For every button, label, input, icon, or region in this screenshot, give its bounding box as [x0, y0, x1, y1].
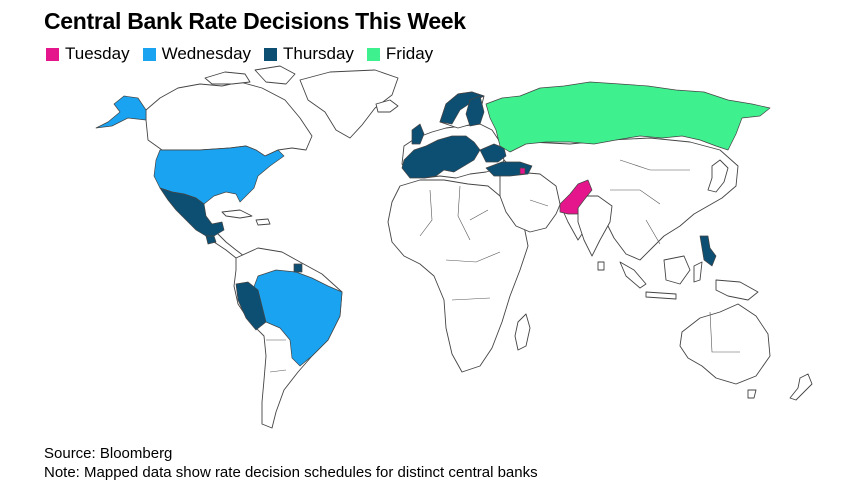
legend-label-friday: Friday: [385, 44, 434, 63]
region-mexico: [159, 187, 225, 237]
world-map: [95, 65, 813, 429]
legend-swatch-wednesday: [142, 47, 156, 61]
tasmania: [747, 389, 757, 399]
region-us-alaska: [95, 95, 147, 129]
region-peru: [235, 281, 267, 331]
madagascar: [514, 313, 531, 351]
legend-item-tuesday: Tuesday: [46, 44, 130, 64]
new-zealand: [789, 373, 813, 401]
greenland: [299, 69, 399, 139]
legend: Tuesday Wednesday Thursday Friday: [46, 44, 446, 64]
borneo: [663, 255, 691, 285]
india: [577, 195, 613, 257]
region-philippines: [699, 235, 717, 267]
region-uk: [411, 123, 425, 145]
hispaniola: [255, 218, 271, 226]
indonesia-sumatra: [619, 261, 647, 289]
sri-lanka: [597, 261, 605, 271]
australia: [679, 303, 771, 385]
indonesia-java: [645, 291, 677, 300]
borders: [266, 159, 740, 373]
canada-islands: [204, 71, 251, 85]
footnote: Note: Mapped data show rate decision sch…: [44, 464, 538, 481]
region-armenia: [519, 167, 526, 175]
legend-swatch-friday: [366, 47, 380, 61]
legend-label-thursday: Thursday: [283, 44, 354, 63]
region-suriname: [293, 263, 303, 273]
japan: [707, 159, 729, 193]
cuba: [221, 209, 253, 219]
region-russia: [485, 81, 771, 153]
region-guatemala: [205, 235, 217, 245]
new-guinea: [715, 279, 759, 301]
sulawesi: [693, 261, 703, 283]
asia: [499, 137, 739, 261]
legend-item-thursday: Thursday: [264, 44, 354, 64]
legend-item-wednesday: Wednesday: [142, 44, 252, 64]
region-pakistan: [559, 179, 593, 215]
source-note: Source: Bloomberg: [44, 445, 173, 462]
legend-item-friday: Friday: [366, 44, 434, 64]
region-euro-area: [401, 135, 481, 179]
legend-swatch-thursday: [264, 47, 278, 61]
canada: [145, 81, 313, 157]
iceland: [375, 99, 399, 113]
legend-label-wednesday: Wednesday: [161, 44, 252, 63]
africa: [387, 179, 529, 373]
highlighted-regions: [95, 81, 771, 367]
region-ukraine: [479, 143, 507, 163]
region-finland-baltics: [465, 95, 485, 127]
legend-label-tuesday: Tuesday: [65, 44, 130, 63]
canada-islands-2: [254, 65, 296, 85]
chart-title: Central Bank Rate Decisions This Week: [44, 8, 466, 34]
legend-swatch-tuesday: [46, 47, 59, 61]
